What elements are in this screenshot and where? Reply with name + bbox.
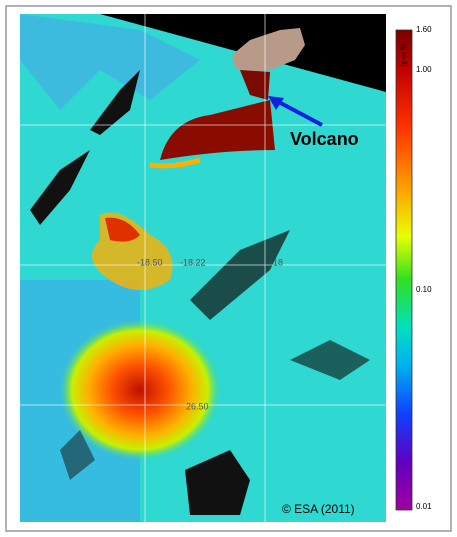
eddy [60, 320, 220, 460]
colorbar-label: 1.00 [416, 65, 432, 74]
graticule [20, 14, 386, 522]
ocean-blue-n [20, 14, 200, 110]
annotation: Volcano [290, 129, 359, 149]
colorbar-label: 1.60 [416, 25, 432, 34]
grid-label: -18.22 [180, 257, 206, 267]
colorbar-label: 0.10 [416, 285, 432, 294]
arrow-head [268, 96, 284, 110]
plume [160, 100, 275, 160]
grid-label: 26.50 [186, 401, 209, 411]
plume-edge [149, 157, 201, 169]
colorbar-label: 0.01 [416, 502, 432, 511]
island [232, 28, 305, 72]
colorbar-panel [386, 14, 444, 522]
filament-core [105, 217, 140, 242]
grid-label: -18.50 [137, 257, 163, 267]
colorbar [395, 29, 413, 511]
credit: © ESA (2011) [282, 502, 355, 516]
arrow [274, 98, 323, 127]
colorbar-unit: (g m-3) [400, 44, 407, 67]
grid-label: -18 [270, 257, 283, 267]
coastal-plume [240, 70, 270, 100]
